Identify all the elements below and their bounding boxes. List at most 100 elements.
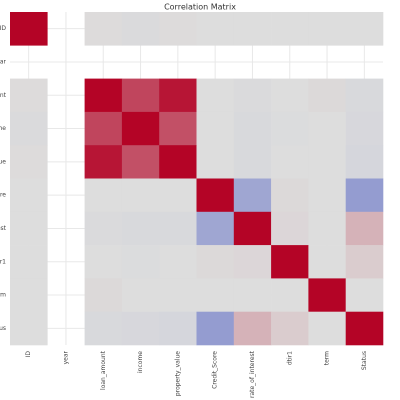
heatmap-cell bbox=[196, 145, 235, 179]
heatmap-cell bbox=[84, 278, 123, 312]
heatmap-cell bbox=[271, 178, 309, 213]
heatmap-cell bbox=[233, 278, 272, 312]
heatmap-cell bbox=[308, 211, 346, 246]
heatmap-cell bbox=[159, 278, 197, 312]
heatmap-cell bbox=[121, 111, 160, 146]
heatmap-cell bbox=[196, 78, 235, 113]
heatmap-cell bbox=[233, 78, 272, 113]
heatmap-cell bbox=[345, 278, 384, 312]
heatmap-cell bbox=[233, 12, 272, 46]
heatmap-cell bbox=[159, 245, 197, 279]
y-tick-label: year bbox=[0, 58, 7, 65]
heatmap-cell bbox=[196, 245, 235, 279]
heatmap-cell bbox=[233, 111, 272, 146]
y-tick-label: rate_of_interest bbox=[0, 225, 7, 232]
heatmap-cell bbox=[10, 111, 48, 146]
heatmap-cell bbox=[271, 145, 309, 179]
heatmap-cell bbox=[10, 12, 48, 46]
heatmap-cell bbox=[121, 145, 160, 179]
heatmap-cell bbox=[345, 178, 384, 213]
heatmap-cell bbox=[308, 12, 346, 46]
heatmap-cell bbox=[345, 145, 384, 179]
y-tick-label: property_value bbox=[0, 158, 6, 165]
heatmap-cell bbox=[84, 311, 123, 346]
heatmap-cell bbox=[271, 78, 309, 113]
heatmap-cell bbox=[10, 178, 48, 213]
x-tick-label: Credit_Score bbox=[212, 351, 219, 389]
heatmap-cell bbox=[345, 111, 384, 146]
heatmap-cell bbox=[159, 78, 197, 113]
x-tick-label: dtir1 bbox=[286, 351, 293, 365]
heatmap-cell bbox=[308, 111, 346, 146]
heatmap-cell bbox=[233, 311, 272, 346]
heatmap-cell bbox=[271, 245, 309, 279]
heatmap-cell bbox=[233, 245, 272, 279]
heatmap-cell bbox=[196, 178, 235, 213]
x-tick-label: Status bbox=[361, 351, 368, 370]
heatmap-cell bbox=[196, 12, 235, 46]
heatmap-cell bbox=[84, 145, 123, 179]
heatmap-cell bbox=[121, 78, 160, 113]
y-tick-label: income bbox=[0, 125, 6, 132]
heatmap-cell bbox=[159, 12, 197, 46]
heatmap-cell bbox=[84, 111, 123, 146]
x-tick-label: property_value bbox=[174, 351, 181, 396]
y-tick-label: term bbox=[0, 292, 6, 299]
heatmap-cell bbox=[271, 111, 309, 146]
x-tick-label: year bbox=[62, 350, 69, 364]
y-tick-label: Status bbox=[0, 325, 6, 332]
heatmap-cell bbox=[345, 245, 384, 279]
x-tick-label: term bbox=[324, 351, 331, 365]
heatmap-cell bbox=[159, 178, 197, 213]
heatmap-cell bbox=[10, 311, 48, 346]
heatmap-cell bbox=[121, 12, 160, 46]
heatmap-cell bbox=[159, 145, 197, 179]
heatmap-cell bbox=[345, 78, 384, 113]
heatmap-cell bbox=[308, 145, 346, 179]
heatmap-cell bbox=[121, 278, 160, 312]
y-tick-label: loan_amount bbox=[0, 92, 7, 99]
heatmap-cell bbox=[10, 145, 48, 179]
heatmap-cell bbox=[84, 12, 123, 46]
heatmap-cell bbox=[121, 178, 160, 213]
heatmap-cell bbox=[271, 211, 309, 246]
y-tick-label: Credit_Score bbox=[0, 192, 6, 199]
x-tick-label: income bbox=[137, 351, 144, 373]
heatmap-cell bbox=[10, 245, 48, 279]
x-tick-label: ID bbox=[25, 351, 32, 358]
heatmap-cell bbox=[271, 311, 309, 346]
heatmap-cell bbox=[196, 111, 235, 146]
heatmap-cell bbox=[84, 178, 123, 213]
heatmap-cell bbox=[308, 245, 346, 279]
heatmap-cell bbox=[345, 311, 384, 346]
heatmap-cell bbox=[10, 78, 48, 113]
heatmap-cell bbox=[159, 311, 197, 346]
heatmap-cell bbox=[84, 78, 123, 113]
heatmap-cell bbox=[159, 111, 197, 146]
heatmap-cell bbox=[233, 145, 272, 179]
heatmap-cell bbox=[233, 211, 272, 246]
heatmap-cell bbox=[196, 311, 235, 346]
heatmap-cell bbox=[308, 78, 346, 113]
x-tick-label: rate_of_interest bbox=[249, 350, 256, 398]
heatmap-cell bbox=[121, 211, 160, 246]
heatmap-cell bbox=[233, 178, 272, 213]
heatmap-cell bbox=[84, 245, 123, 279]
heatmap-cell bbox=[308, 178, 346, 213]
heatmap-cell bbox=[84, 211, 123, 246]
heatmap-cell bbox=[121, 245, 160, 279]
chart-title: Correlation Matrix bbox=[164, 3, 236, 12]
heatmap-cell bbox=[345, 12, 384, 46]
heatmap-cell bbox=[10, 211, 48, 246]
heatmap-cell bbox=[271, 278, 309, 312]
y-tick-label: ID bbox=[0, 25, 6, 32]
heatmap-cell bbox=[196, 211, 235, 246]
x-tick-label: loan_amount bbox=[100, 350, 107, 390]
heatmap-cell bbox=[308, 311, 346, 346]
heatmap-cell bbox=[10, 278, 48, 312]
heatmap-cell bbox=[159, 211, 197, 246]
y-tick-label: dtir1 bbox=[0, 258, 6, 265]
heatmap-cell bbox=[121, 311, 160, 346]
heatmap-cell bbox=[308, 278, 346, 312]
